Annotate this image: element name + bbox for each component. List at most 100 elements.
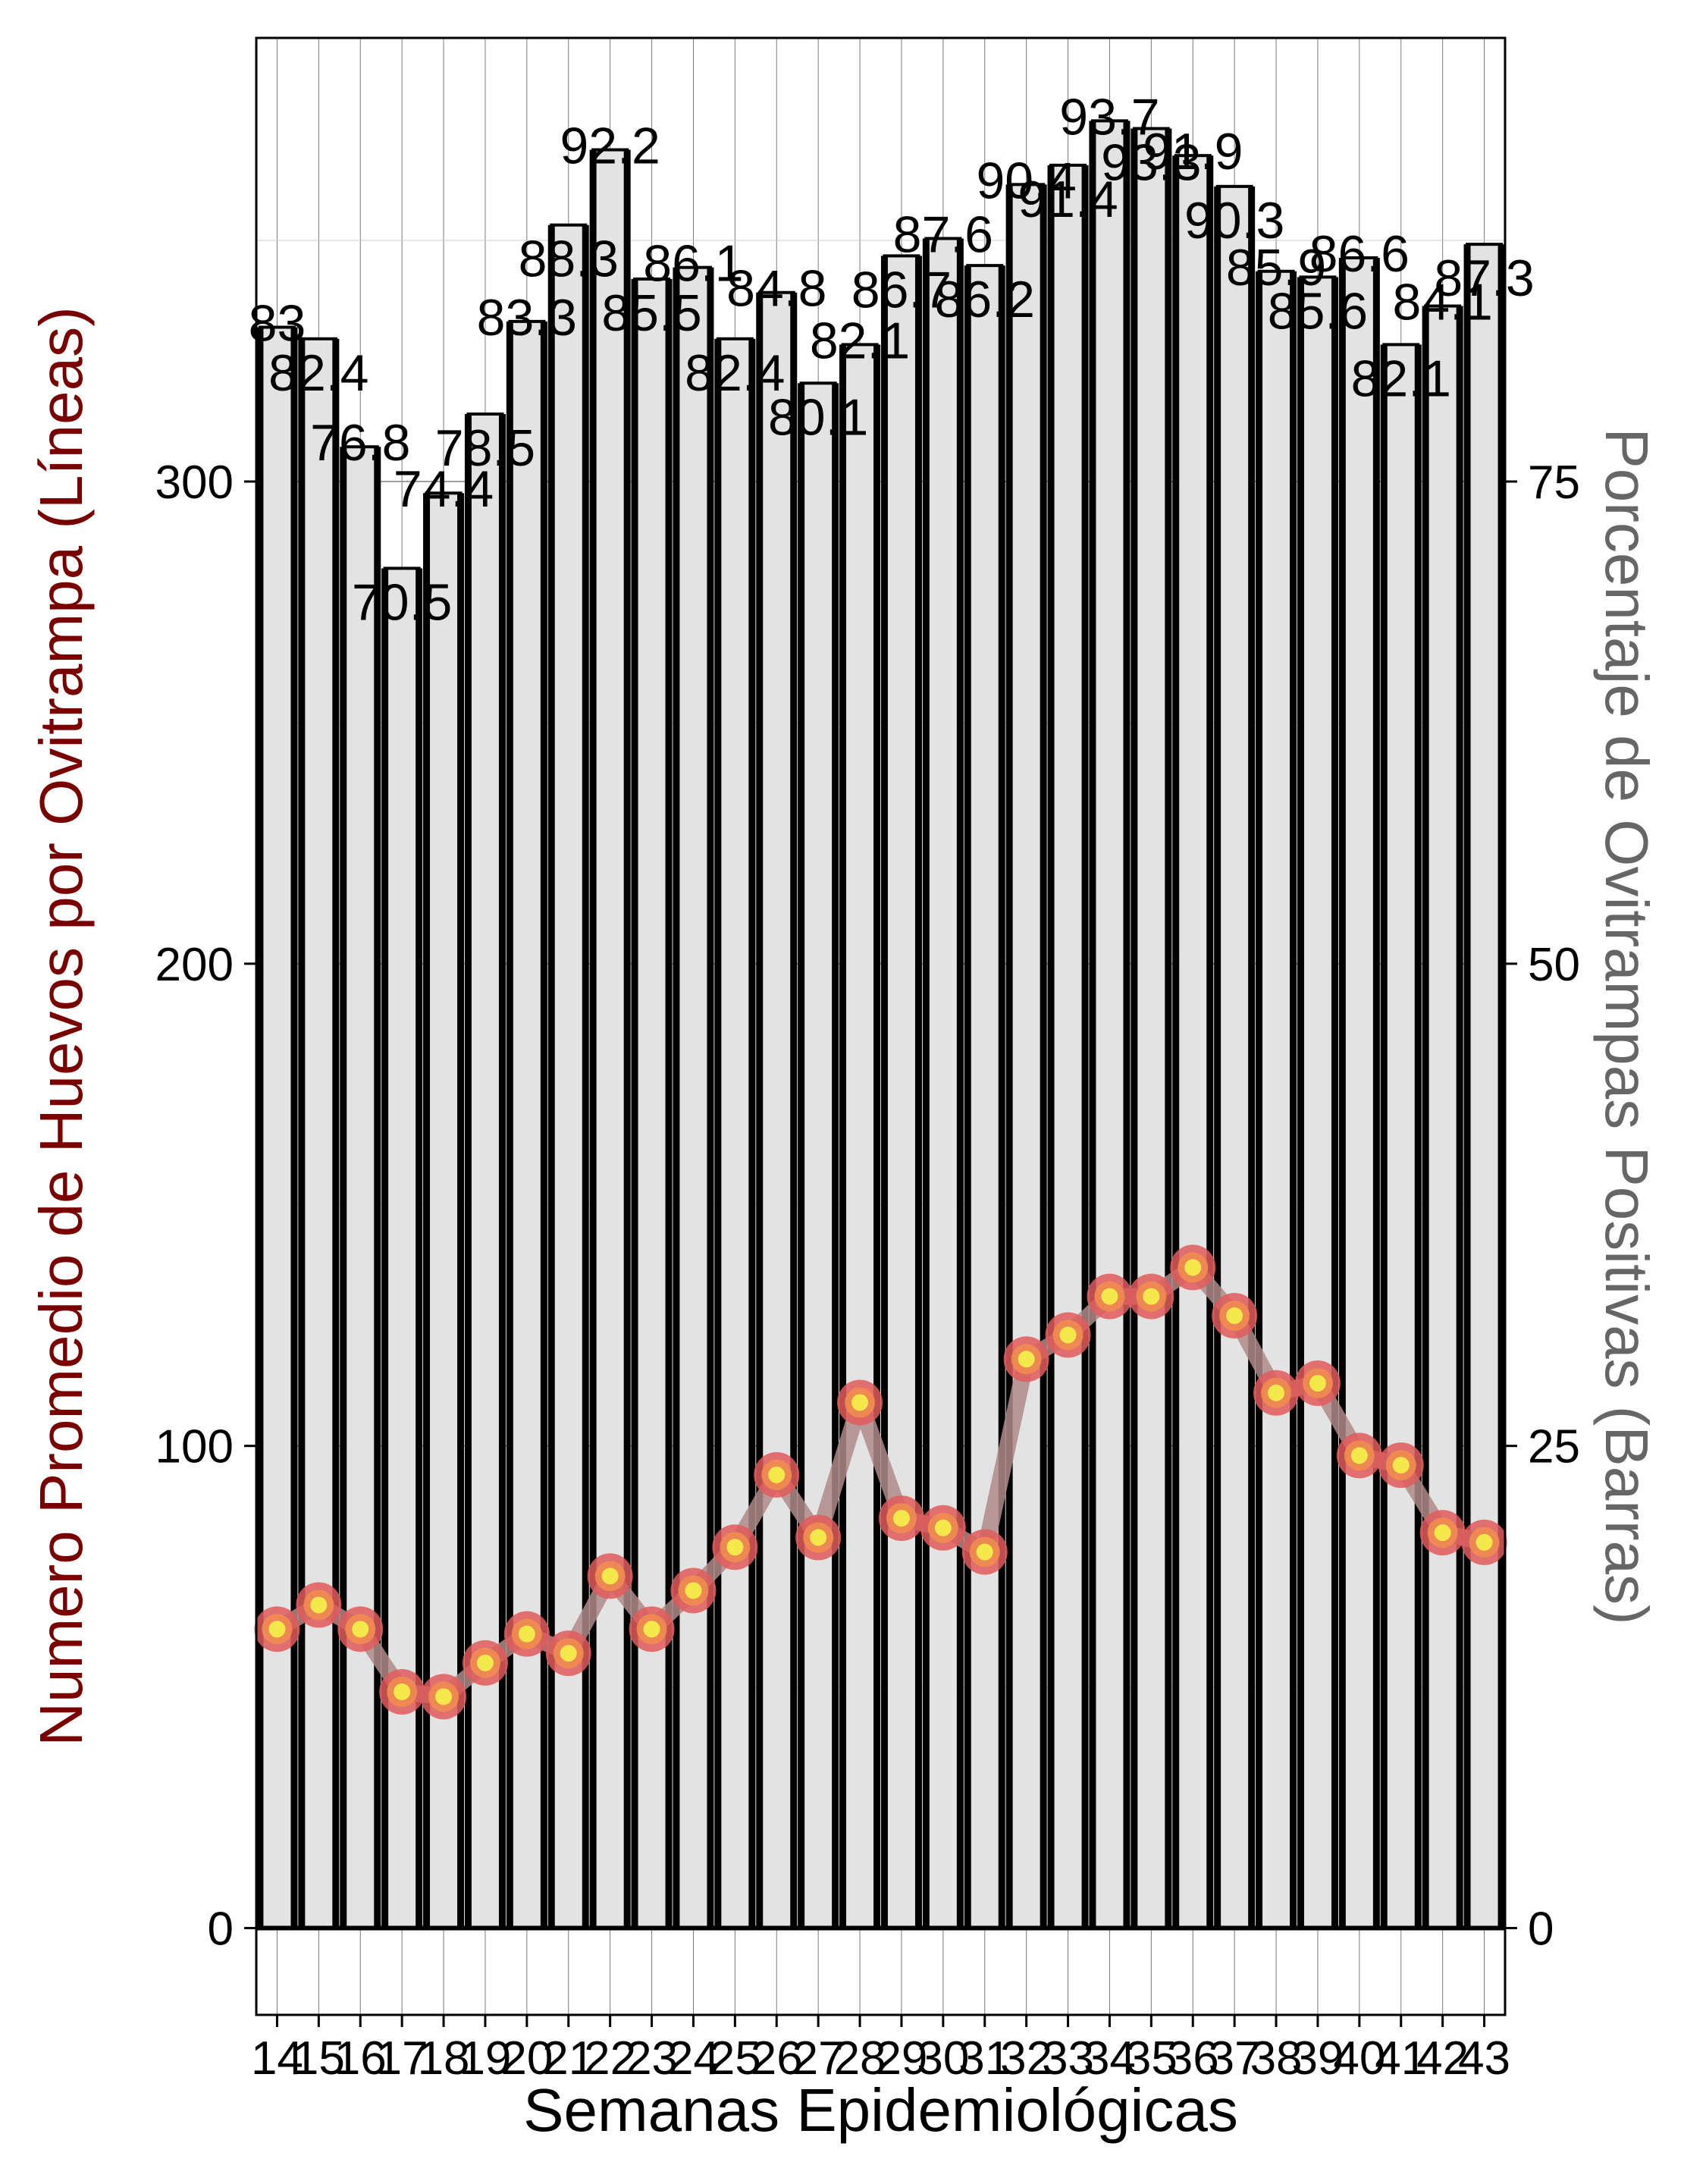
line-point <box>1419 1510 1466 1556</box>
bar <box>1008 183 1046 1930</box>
bar <box>1424 304 1462 1930</box>
bar <box>299 337 337 1930</box>
y-left-tick-label: 300 <box>155 457 234 509</box>
line-point <box>296 1582 342 1628</box>
bar <box>466 412 504 1930</box>
line-point <box>1170 1244 1216 1291</box>
line-point-inner <box>476 1654 494 1671</box>
bar-value-label: 82.1 <box>1351 350 1451 407</box>
y-right-tick-label: 0 <box>1528 1903 1554 1956</box>
bar <box>633 277 671 1930</box>
bar-value-label: 82.4 <box>268 344 368 402</box>
x-tick-label: 26 <box>751 2032 803 2085</box>
bar-value-label: 93.7 <box>1059 88 1159 146</box>
line-point-inner <box>560 1645 577 1662</box>
line-point-inner <box>976 1543 993 1561</box>
line-point <box>337 1606 384 1652</box>
bar-value-label: 80.1 <box>768 388 868 446</box>
x-tick-label: 15 <box>293 2032 345 2085</box>
line-point <box>545 1630 591 1677</box>
x-tick-label: 30 <box>917 2032 969 2085</box>
line-point <box>462 1640 508 1686</box>
bar-value-label: 85.9 <box>1226 239 1326 297</box>
line-point <box>961 1529 1008 1575</box>
bar-value-label: 87.6 <box>893 206 993 264</box>
x-tick-label: 39 <box>1291 2032 1344 2085</box>
y-left-tick-label: 200 <box>155 939 234 991</box>
bar-value-label: 83.3 <box>477 289 577 347</box>
x-tick-label: 34 <box>1083 2032 1136 2085</box>
bar-value-label: 87.3 <box>1434 249 1534 307</box>
x-tick-label: 21 <box>542 2032 594 2085</box>
x-tick-label: 27 <box>792 2032 845 2085</box>
line-point <box>1294 1360 1341 1407</box>
line-point <box>837 1379 883 1426</box>
line-point <box>878 1495 924 1542</box>
line-point-inner <box>518 1625 535 1643</box>
x-tick-label: 37 <box>1209 2032 1261 2085</box>
y-right-tick-label: 25 <box>1528 1421 1580 1473</box>
line-point-inner <box>934 1519 952 1536</box>
line-point-inner <box>268 1621 286 1638</box>
bar <box>591 148 629 1930</box>
bar <box>966 264 1004 1930</box>
line-point-inner <box>435 1688 453 1705</box>
line-point-inner <box>1434 1524 1451 1542</box>
bar <box>1215 184 1253 1930</box>
x-tick-label: 41 <box>1375 2032 1427 2085</box>
line-point-inner <box>1018 1351 1035 1368</box>
x-tick-label: 35 <box>1125 2032 1178 2085</box>
x-tick-label: 29 <box>875 2032 927 2085</box>
bar-value-label: 86.7 <box>851 261 952 318</box>
bar-series <box>256 119 1505 1931</box>
x-tick-label: 43 <box>1458 2032 1510 2085</box>
line-point <box>1378 1442 1424 1489</box>
bar <box>341 445 379 1930</box>
bar <box>1090 119 1128 1930</box>
line-point-inner <box>1309 1375 1326 1392</box>
x-axis-title: Semanas Epidemiológicas <box>523 2076 1238 2144</box>
x-tick-label: 28 <box>834 2032 886 2085</box>
line-point <box>1003 1336 1049 1382</box>
bar-value-label: 86.1 <box>643 235 743 293</box>
line-point <box>629 1606 675 1652</box>
plot-frame <box>255 36 1507 2016</box>
y-axis-left-title: Numero Promedio de Huevos por Ovitrampa … <box>27 306 95 1746</box>
line-point <box>712 1524 758 1571</box>
y-left-tick-label: 100 <box>155 1421 234 1473</box>
x-tick-label: 31 <box>958 2032 1011 2085</box>
bar-value-label: 84.1 <box>1392 274 1492 331</box>
x-tick-label: 40 <box>1333 2032 1385 2085</box>
line-point-inner <box>1350 1447 1368 1464</box>
bar-value-label: 74.4 <box>394 460 494 518</box>
bar-value-label: 85.5 <box>601 284 701 342</box>
bar <box>1257 269 1295 1930</box>
bar <box>1174 154 1212 1930</box>
x-tick-label: 42 <box>1416 2032 1469 2085</box>
bar <box>508 319 546 1930</box>
y-right-tick-label: 75 <box>1528 457 1580 509</box>
line-point <box>920 1505 966 1551</box>
bar <box>1132 127 1170 1930</box>
line-point <box>379 1668 425 1715</box>
line-point <box>1253 1370 1300 1416</box>
line-point <box>1461 1519 1507 1565</box>
bar <box>883 254 920 1930</box>
line-point <box>254 1606 300 1652</box>
line-point <box>421 1674 467 1720</box>
line-point <box>1045 1312 1091 1358</box>
x-tick-label: 14 <box>251 2032 303 2085</box>
bar-value-label: 70.5 <box>352 573 452 631</box>
line-point-inner <box>1268 1384 1285 1401</box>
bar-value-label: 91.9 <box>1143 123 1243 180</box>
bar-value-label: 78.5 <box>435 419 535 477</box>
x-tick-label: 16 <box>334 2032 387 2085</box>
x-tick-label: 17 <box>376 2032 428 2085</box>
line-point-inner <box>685 1582 702 1599</box>
line-point-inner <box>726 1539 744 1556</box>
x-tick-label: 33 <box>1042 2032 1094 2085</box>
bar-value-label: 84.8 <box>726 260 826 318</box>
line-point <box>670 1567 717 1614</box>
bar <box>1049 163 1087 1930</box>
